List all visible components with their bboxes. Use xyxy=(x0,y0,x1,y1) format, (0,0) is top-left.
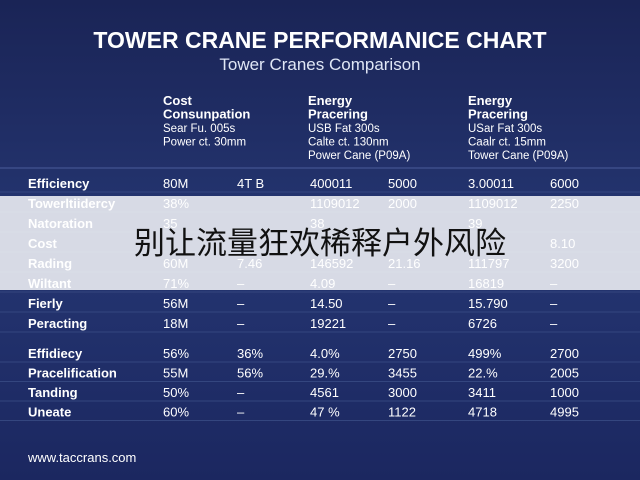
row-label: Peracting xyxy=(28,316,87,331)
cell: – xyxy=(550,296,558,311)
cell: 55M xyxy=(163,366,188,381)
cell: 3411 xyxy=(468,385,496,400)
cell: – xyxy=(237,385,245,400)
cell: 56% xyxy=(237,366,263,381)
cell: – xyxy=(388,316,396,331)
cell: 15.790 xyxy=(468,296,508,311)
column-header: Pracering xyxy=(308,107,368,122)
banner xyxy=(0,196,640,290)
banner-text: 别让流量狂欢稀释户外风险 xyxy=(134,226,506,262)
cell: 6000 xyxy=(550,176,579,191)
cell: – xyxy=(550,316,558,331)
cell: 3000 xyxy=(388,385,417,400)
cell: 4.0% xyxy=(310,346,340,361)
column-header: Power ct. 30mm xyxy=(163,137,246,149)
cell: 4718 xyxy=(468,405,497,420)
cell: 80M xyxy=(163,176,188,191)
row-label: Pracelification xyxy=(28,366,117,381)
column-header: Tower Cane (P09A) xyxy=(468,150,569,162)
column-header: Consunpation xyxy=(163,107,250,122)
column-header: Pracering xyxy=(468,107,528,122)
cell: 6726 xyxy=(468,316,497,331)
cell: 19221 xyxy=(310,316,346,331)
cell: 4T B xyxy=(237,176,264,191)
cell: 499% xyxy=(468,346,502,361)
column-header: Caalr ct. 15mm xyxy=(468,137,546,149)
cell: 1000 xyxy=(550,385,579,400)
cell: – xyxy=(237,316,245,331)
row-label: Tanding xyxy=(28,385,78,400)
row-label: Efficiency xyxy=(28,176,90,191)
cell: 56% xyxy=(163,346,189,361)
cell: 22.% xyxy=(468,366,498,381)
column-header: Sear Fu. 005s xyxy=(163,123,235,135)
cell: – xyxy=(388,296,396,311)
column-header: Cost xyxy=(163,93,193,108)
cell: – xyxy=(237,405,245,420)
cell: 56M xyxy=(163,296,188,311)
column-header: USB Fat 300s xyxy=(308,123,380,135)
cell: 3455 xyxy=(388,366,417,381)
column-header: Energy xyxy=(468,93,513,108)
cell: 1122 xyxy=(388,405,416,420)
footer: www.taccrans.com xyxy=(27,450,136,465)
column-header: Power Cane (P09A) xyxy=(308,150,410,162)
cell: 3.00011 xyxy=(468,176,514,191)
subtitle: Tower Cranes Comparison xyxy=(219,55,420,74)
cell: 5000 xyxy=(388,176,417,191)
cell: 4995 xyxy=(550,405,579,420)
cell: 18M xyxy=(163,316,188,331)
cell: 36% xyxy=(237,346,263,361)
row-label: Uneate xyxy=(28,405,71,420)
title: TOWER CRANE PERFORMANICE CHART xyxy=(93,27,546,53)
column-header: USar Fat 300s xyxy=(468,123,542,135)
cell: 14.50 xyxy=(310,296,343,311)
cell: – xyxy=(237,296,245,311)
cell: 400011 xyxy=(310,176,352,191)
cell: 4561 xyxy=(310,385,339,400)
cell: 50% xyxy=(163,385,189,400)
cell: 47 % xyxy=(310,405,340,420)
cell: 2005 xyxy=(550,366,579,381)
cell: 29.% xyxy=(310,366,340,381)
row-label: Fierly xyxy=(28,296,63,311)
cell: 2700 xyxy=(550,346,579,361)
cell: 2750 xyxy=(388,346,417,361)
column-header: Calte ct. 130nm xyxy=(308,137,389,149)
column-header: Energy xyxy=(308,93,353,108)
cell: 60% xyxy=(163,405,189,420)
row-label: Effidiecy xyxy=(28,346,83,361)
